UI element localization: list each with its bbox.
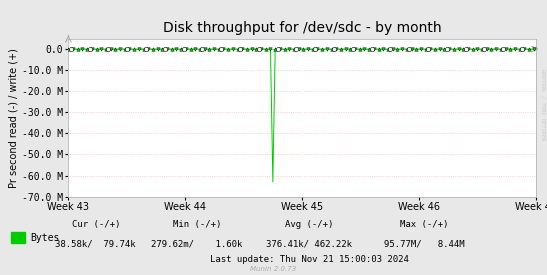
Text: Last update: Thu Nov 21 15:00:03 2024: Last update: Thu Nov 21 15:00:03 2024 (210, 255, 409, 264)
Text: RRDTOOL / TOBI OETIKER: RRDTOOL / TOBI OETIKER (540, 69, 546, 140)
Text: Munin 2.0.73: Munin 2.0.73 (251, 266, 296, 272)
Text: 95.77M/   8.44M: 95.77M/ 8.44M (383, 239, 464, 248)
Y-axis label: Pr second read (-) / write (+): Pr second read (-) / write (+) (9, 48, 19, 188)
Text: 38.58k/  79.74k: 38.58k/ 79.74k (55, 239, 136, 248)
Title: Disk throughput for /dev/sdc - by month: Disk throughput for /dev/sdc - by month (163, 21, 441, 35)
Text: 279.62m/    1.60k: 279.62m/ 1.60k (151, 239, 243, 248)
Text: Min (-/+): Min (-/+) (173, 220, 221, 229)
Text: Avg (-/+): Avg (-/+) (285, 220, 333, 229)
Text: Max (-/+): Max (-/+) (400, 220, 448, 229)
Text: 376.41k/ 462.22k: 376.41k/ 462.22k (266, 239, 352, 248)
Text: Cur (-/+): Cur (-/+) (72, 220, 120, 229)
Text: Bytes: Bytes (30, 233, 60, 243)
